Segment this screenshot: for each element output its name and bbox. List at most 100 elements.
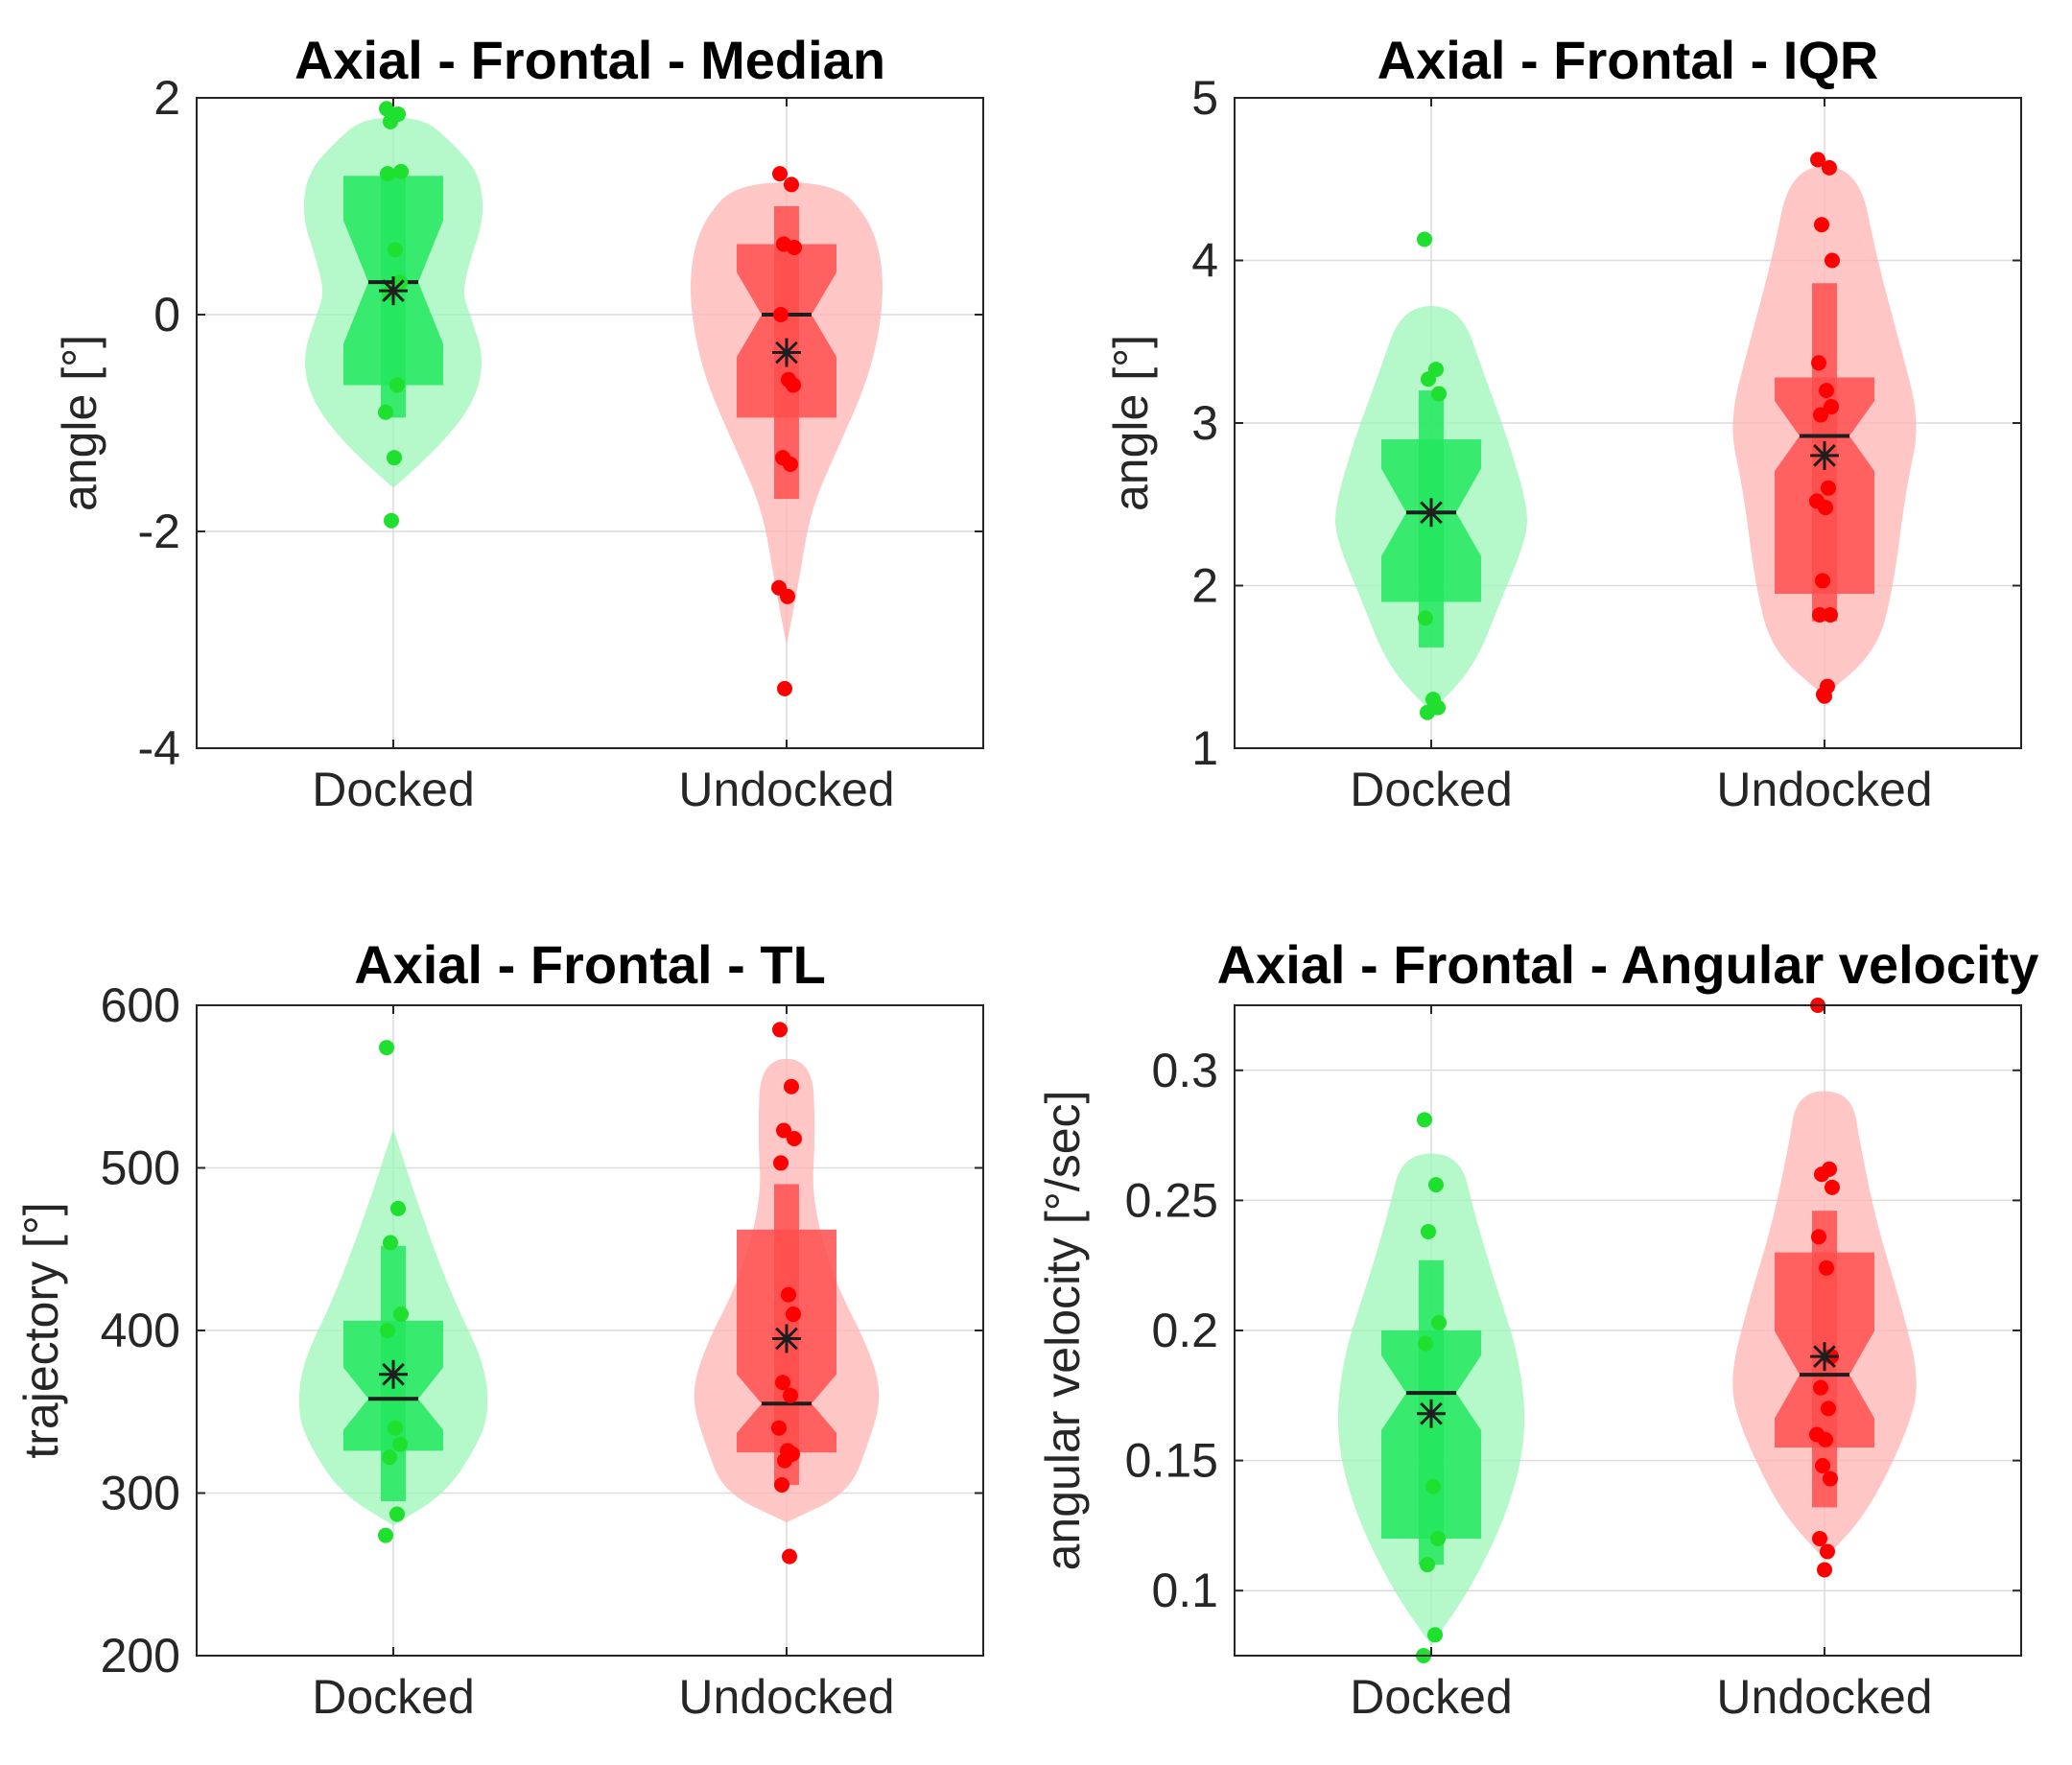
data-point	[388, 242, 403, 258]
y-tick-label: 500	[101, 1141, 180, 1195]
group-undocked	[691, 166, 883, 696]
data-point	[384, 512, 399, 529]
x-tick-label: Undocked	[678, 1670, 894, 1724]
group-undocked	[1732, 998, 1917, 1578]
panel-4: 0.1 0.15 0.2 0.25 0.3 Docked Undocked Axial - F…	[1036, 934, 2038, 1724]
mean-marker-stroke	[1813, 444, 1836, 467]
data-point	[389, 377, 405, 393]
x-tick-label: Docked	[312, 1670, 475, 1724]
mean-marker-stroke	[1420, 501, 1443, 525]
data-point	[1817, 1562, 1832, 1578]
data-point	[1427, 1627, 1443, 1643]
y-tick-label: 0.1	[1151, 1564, 1218, 1617]
data-point	[1425, 1478, 1441, 1494]
plot-frame	[196, 97, 984, 749]
data-point	[787, 1130, 802, 1146]
y-tick-label: 300	[101, 1467, 180, 1520]
data-point	[1825, 1179, 1840, 1195]
box-docked	[1381, 1330, 1481, 1539]
data-point	[1813, 407, 1828, 423]
data-point	[782, 1548, 797, 1565]
mean-marker	[1417, 498, 1446, 528]
x-tick-label: Undocked	[1716, 1670, 1932, 1724]
data-point	[1812, 607, 1827, 624]
mean-marker	[379, 276, 408, 306]
data-point	[383, 113, 398, 129]
data-point	[388, 1420, 403, 1436]
y-tick-label: 0.2	[1151, 1304, 1218, 1357]
data-point	[382, 1449, 397, 1466]
data-point	[1418, 1335, 1433, 1352]
group-undocked	[1732, 152, 1917, 704]
box-undocked	[737, 244, 836, 418]
data-point	[380, 1323, 395, 1338]
mean-marker-stroke	[1420, 1401, 1443, 1425]
data-point	[1428, 1177, 1444, 1193]
chart-title: Axial - Frontal - IQR	[1377, 30, 1879, 90]
data-point	[787, 239, 802, 255]
y-axis-label: angle [°]	[53, 335, 106, 511]
data-point	[380, 166, 395, 182]
data-point	[1821, 1400, 1836, 1417]
mean-marker	[772, 338, 801, 367]
panel-2: 1 2 3 4 5 Docked Undocked Axial - Frontal - IQR…	[1104, 30, 2022, 816]
data-point	[776, 1122, 791, 1139]
y-tick-label: 200	[101, 1629, 180, 1683]
data-point	[786, 1306, 801, 1323]
mean-marker-stroke	[1813, 1345, 1836, 1368]
y-tick-label: 0.3	[1151, 1044, 1218, 1097]
data-point	[784, 1078, 799, 1094]
y-tick-label: 3	[1191, 396, 1218, 450]
data-point	[390, 1200, 406, 1216]
data-point	[1417, 1112, 1432, 1128]
y-tick-label: 5	[1191, 71, 1218, 125]
mean-marker	[772, 1324, 801, 1353]
data-point	[378, 1527, 393, 1543]
y-axis-label: trajectory [°]	[14, 1202, 68, 1458]
data-point	[1815, 1458, 1830, 1474]
data-point	[1823, 607, 1838, 624]
x-tick-label: Docked	[1350, 763, 1513, 816]
data-point	[773, 1155, 789, 1171]
data-point	[1420, 704, 1435, 720]
data-point	[1811, 355, 1826, 371]
data-point	[1431, 1314, 1447, 1330]
data-point	[1819, 1259, 1834, 1276]
data-point	[1824, 399, 1839, 415]
data-point	[772, 1022, 788, 1038]
data-point	[783, 456, 798, 472]
data-point	[1820, 1543, 1835, 1560]
data-point	[772, 166, 788, 182]
data-point	[1420, 1557, 1435, 1573]
mean-marker	[379, 1359, 408, 1389]
data-point	[1825, 252, 1840, 269]
y-tick-label: 0.15	[1125, 1434, 1218, 1488]
chart-title: Axial - Frontal - Angular velocity	[1217, 934, 2039, 995]
data-point	[1421, 1223, 1436, 1239]
data-point	[781, 1286, 796, 1303]
data-point	[785, 1446, 800, 1462]
x-tick-label: Undocked	[678, 763, 894, 816]
mean-marker	[1810, 440, 1839, 470]
data-point	[1430, 1530, 1446, 1546]
group-docked	[1335, 231, 1527, 720]
y-tick-label: 400	[101, 1304, 180, 1357]
y-tick-label: -2	[138, 505, 180, 558]
group-docked	[298, 1040, 488, 1543]
data-point	[774, 1477, 789, 1494]
data-point	[1421, 371, 1436, 388]
data-point	[1417, 231, 1432, 247]
data-point	[771, 1420, 787, 1436]
data-point	[1816, 687, 1831, 703]
x-tick-label: Docked	[1350, 1670, 1513, 1724]
mean-marker-stroke	[382, 1362, 405, 1386]
data-point	[393, 163, 409, 179]
data-point	[777, 680, 792, 696]
y-axis-label: angular velocity [°/sec]	[1036, 1091, 1090, 1571]
data-point	[773, 307, 789, 322]
group-docked	[1337, 1112, 1525, 1663]
y-tick-label: 0	[153, 288, 180, 341]
data-point	[784, 176, 799, 193]
data-point	[1811, 1229, 1826, 1245]
